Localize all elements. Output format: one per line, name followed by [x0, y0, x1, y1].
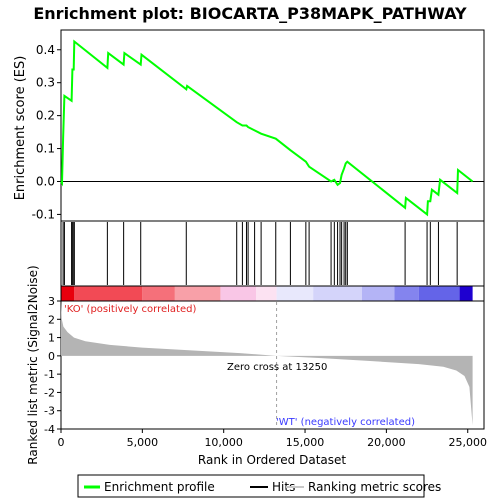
- positive-correlation-label: 'KO' (positively correlated): [64, 304, 196, 315]
- es-y-tick-label: 0.2: [36, 109, 55, 123]
- metric-y-tick-label: 3: [48, 295, 55, 308]
- heatmap-segment: [256, 286, 277, 301]
- metric-y-tick-label: -2: [44, 386, 55, 399]
- heatmap-segment: [174, 286, 221, 301]
- x-axis-label: Rank in Ordered Dataset: [198, 453, 346, 467]
- metric-y-tick-label: -1: [44, 368, 55, 381]
- metric-y-tick-label: 2: [48, 313, 55, 326]
- metric-y-tick-label: -4: [44, 423, 55, 436]
- heatmap-segment: [361, 286, 395, 301]
- enrichment-profile-polyline: [60, 39, 474, 217]
- negative-correlation-label: 'WT' (negatively correlated): [276, 417, 415, 428]
- legend: Enrichment profile Hits Ranking metric sco…: [84, 480, 441, 494]
- es-panel-frame: [60, 29, 485, 222]
- es-y-axis-label: Enrichment score (ES): [13, 56, 28, 201]
- metric-y-tick-label: -3: [44, 405, 55, 418]
- legend-label: Hits: [272, 480, 295, 494]
- x-axis: 0 5,000 10,000 15,000 20,000 25,000: [58, 429, 487, 449]
- heatmap-segment: [418, 286, 460, 301]
- zero-cross-label: Zero cross at 13250: [227, 362, 327, 373]
- metric-y-tick-label: 1: [48, 332, 55, 345]
- es-y-tick-label: 0.4: [36, 43, 55, 57]
- hits-marks: [62, 222, 458, 285]
- heatmap-segment: [61, 286, 75, 301]
- heatmap-segment: [142, 286, 175, 301]
- heatmap-segment: [459, 286, 473, 301]
- metric-y-axis-label: Ranked list metric (Signal2Noise): [26, 265, 40, 464]
- legend-label: Enrichment profile: [104, 480, 215, 494]
- heatmap-segment: [394, 286, 419, 301]
- enrichment-profile-line: [60, 39, 474, 217]
- es-y-tick-label: 0.0: [36, 174, 55, 188]
- x-tick-label: 20,000: [367, 436, 406, 449]
- x-tick-label: 0: [58, 436, 65, 449]
- x-tick-label: 25,000: [448, 436, 487, 449]
- heatmap-segment: [220, 286, 257, 301]
- metric-y-axis: -4 -3 -2 -1 0 1 2 3: [44, 295, 61, 436]
- legend-label: Ranking metric scores: [308, 480, 441, 494]
- es-y-tick-label: 0.1: [36, 142, 55, 156]
- x-tick-label: 10,000: [204, 436, 243, 449]
- metric-y-tick-label: 0: [48, 350, 55, 363]
- heatmap-segment: [276, 286, 314, 301]
- es-y-tick-label: -0.1: [32, 207, 55, 221]
- heatmap-segment: [74, 286, 143, 301]
- chart-title: Enrichment plot: BIOCARTA_P38MAPK_PATHWA…: [33, 4, 467, 23]
- hits-panel-frame: [60, 220, 485, 287]
- x-tick-label: 5,000: [127, 436, 159, 449]
- x-tick-label: 15,000: [286, 436, 325, 449]
- ranking-heatmap-bar: [61, 286, 473, 301]
- es-y-tick-label: 0.3: [36, 76, 55, 90]
- heatmap-segment: [313, 286, 362, 301]
- metric-panel-frame: [60, 300, 485, 430]
- es-y-axis: -0.1 0.0 0.1 0.2 0.3 0.4: [32, 43, 61, 221]
